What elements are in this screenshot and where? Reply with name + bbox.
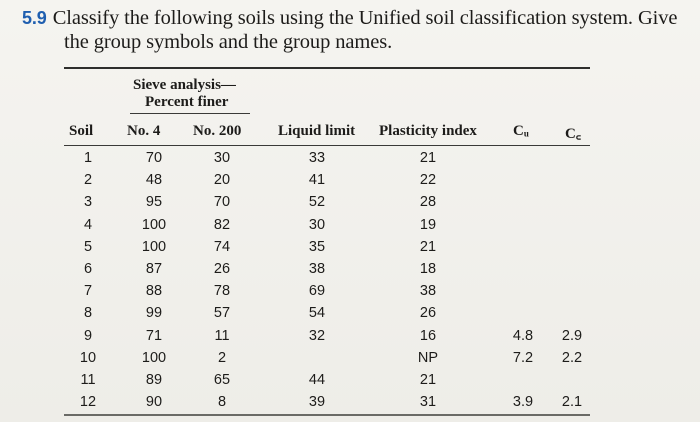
cell-no4: 48	[145, 172, 163, 189]
cell-liquid-limit: 54	[308, 305, 326, 322]
cell-no4: 70	[145, 150, 163, 166]
sieve-header-rule	[130, 113, 250, 114]
cell-soil: 5	[83, 238, 93, 255]
cell-soil: 12	[79, 394, 97, 411]
percent-finer-header: Percent finer	[145, 94, 229, 110]
cell-soil: 6	[83, 261, 93, 277]
cell-plasticity-index: 21	[419, 372, 437, 388]
cell-liquid-limit: 69	[308, 283, 326, 300]
cell-no4: 100	[141, 216, 167, 233]
col-header-cc: C꜀	[565, 126, 582, 142]
cell-soil: 3	[83, 194, 93, 211]
table-bottom-rule	[64, 414, 590, 416]
col-header-cu: Cᵤ	[513, 123, 529, 139]
cell-no200: 78	[213, 283, 231, 300]
cell-no4: 95	[145, 194, 163, 211]
cell-cu: 4.8	[512, 327, 534, 344]
cell-cu: 3.9	[512, 394, 534, 411]
cell-no4: 87	[145, 261, 163, 277]
col-header-liquid-limit: Liquid limit	[278, 123, 356, 139]
cell-no200: 11	[214, 327, 230, 344]
cell-no200: 8	[217, 394, 227, 411]
cell-liquid-limit: 33	[308, 150, 326, 166]
cell-cc: 2.1	[561, 394, 583, 411]
cell-plasticity-index: 28	[419, 194, 437, 211]
cell-no200: 20	[213, 172, 231, 189]
problem-line-2: the group symbols and the group names.	[64, 31, 393, 53]
col-header-soil: Soil	[69, 123, 94, 139]
cell-cc: 2.2	[561, 349, 583, 366]
cell-no200: 70	[213, 194, 231, 211]
cell-liquid-limit: 41	[308, 172, 326, 189]
cell-no200: 57	[213, 305, 231, 322]
cell-no200: 30	[213, 150, 231, 166]
table-header-rule	[64, 145, 590, 146]
cell-liquid-limit: 35	[308, 238, 326, 255]
table-top-rule	[64, 67, 590, 69]
cell-liquid-limit: 52	[308, 194, 326, 211]
cell-liquid-limit: 39	[308, 394, 326, 411]
cell-no200: 74	[213, 238, 231, 255]
cell-no4: 88	[145, 283, 163, 300]
col-header-no4: No. 4	[127, 123, 161, 139]
cell-plasticity-index: 18	[419, 261, 437, 277]
cell-plasticity-index: 19	[419, 216, 437, 233]
cell-liquid-limit: 44	[308, 372, 326, 388]
cell-no200: 65	[213, 372, 231, 388]
cell-soil: 1	[83, 150, 93, 166]
cell-soil: 7	[83, 283, 93, 300]
sieve-analysis-header: Sieve analysis—	[133, 77, 236, 93]
cell-soil: 2	[83, 172, 93, 189]
cell-no4: 100	[141, 349, 167, 366]
cell-soil: 4	[83, 216, 93, 233]
cell-plasticity-index: NP	[417, 349, 439, 366]
cell-no4: 71	[145, 327, 163, 344]
cell-plasticity-index: 38	[419, 283, 437, 300]
cell-no4: 90	[145, 394, 163, 411]
cell-liquid-limit: 30	[308, 216, 326, 233]
cell-plasticity-index: 21	[419, 238, 437, 255]
cell-liquid-limit: 32	[308, 327, 326, 344]
cell-no200: 26	[213, 261, 231, 277]
cell-plasticity-index: 31	[419, 394, 437, 411]
problem-statement: 5.9 Classify the following soils using th…	[22, 6, 692, 54]
cell-liquid-limit: 38	[308, 261, 326, 277]
cell-no200: 2	[217, 349, 227, 366]
cell-cu: 7.2	[512, 349, 534, 366]
cell-plasticity-index: 21	[419, 150, 437, 166]
cell-plasticity-index: 16	[419, 327, 437, 344]
cell-no4: 100	[141, 238, 167, 255]
cell-soil: 10	[79, 349, 97, 366]
problem-text-1: Classify the following soils using the U…	[52, 7, 678, 29]
problem-number: 5.9	[22, 8, 47, 28]
cell-plasticity-index: 22	[419, 172, 437, 189]
cell-soil: 9	[83, 327, 93, 344]
cell-plasticity-index: 26	[419, 305, 437, 322]
cell-cc: 2.9	[561, 327, 583, 344]
cell-soil: 8	[83, 305, 93, 322]
cell-no200: 82	[213, 216, 231, 233]
cell-soil: 11	[80, 372, 96, 388]
problem-line-1: 5.9 Classify the following soils using th…	[22, 6, 692, 30]
col-header-no200: No. 200	[193, 123, 242, 139]
cell-no4: 99	[145, 305, 163, 322]
col-header-plasticity-index: Plasticity index	[379, 123, 477, 139]
cell-no4: 89	[145, 372, 163, 388]
